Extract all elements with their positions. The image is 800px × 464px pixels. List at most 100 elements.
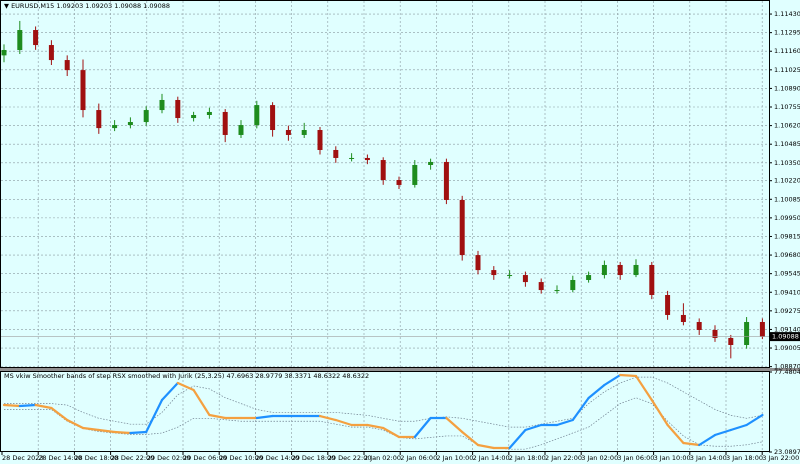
price-tag-label: 1.09088 [772, 333, 799, 341]
candle-body [317, 130, 323, 150]
y-tick-label: 1.10085 [774, 195, 800, 203]
candle-body [80, 70, 86, 111]
indicator-line-segment [571, 396, 590, 422]
indicator-line-segment [97, 428, 116, 434]
x-tick-label: 3 Jan 02:00 [581, 454, 618, 462]
indicator-line-segment [666, 423, 685, 445]
indicator-line-segment [587, 383, 606, 400]
y-tick-label: 1.09950 [774, 214, 800, 222]
x-tick-label: 2 Jan 06:00 [400, 454, 437, 462]
x-tick-label: 28 Dec 2023 [2, 454, 44, 462]
indicator-line-segment [698, 433, 717, 447]
y-tick-label: 1.11160 [774, 47, 800, 55]
indicator-line-segment [255, 414, 274, 420]
indicator-panel-border [0, 371, 770, 452]
symbol-header: ▼ EURUSD,M15 1.09203 1.09203 1.09088 1.0… [4, 2, 170, 10]
x-tick-label: 2 Jan 18:00 [509, 454, 546, 462]
indicator-line-segment [129, 430, 148, 435]
candle-body [254, 105, 260, 126]
candle-body [270, 105, 276, 131]
candle-body [412, 164, 418, 185]
candle-body [617, 264, 623, 276]
y-tick-label: 1.10350 [774, 159, 800, 167]
y-tick-label: 1.11025 [774, 66, 800, 74]
candle-body [443, 161, 449, 200]
x-tick-label: 3 Jan 06:00 [617, 454, 654, 462]
x-tick-label: 29 Dec 02:00 [147, 454, 191, 462]
indicator-line-segment [145, 398, 164, 434]
candle-body [159, 99, 165, 111]
candle-body [728, 337, 734, 345]
candle-body [665, 295, 671, 315]
candle-body [586, 275, 592, 280]
candle-body [396, 180, 402, 185]
x-tick-label: 29 Dec 14:00 [255, 454, 299, 462]
main-panel-border [0, 0, 770, 368]
candle-body [206, 111, 212, 115]
indicator-line-segment [524, 423, 543, 432]
candle-body [649, 264, 655, 296]
y-tick-label: 1.11430 [774, 10, 800, 18]
y-tick-label: 1.09680 [774, 251, 800, 259]
candle-body [522, 275, 528, 283]
candle-body [96, 110, 102, 129]
indicator-line-segment [508, 428, 527, 450]
candle-body [285, 130, 291, 135]
indicator-title: MS vkiw Smoother bands of step RSX smoot… [4, 372, 369, 380]
candle-body [48, 45, 54, 61]
y-tick-label: 1.08870 [774, 363, 800, 371]
candle-body [64, 60, 70, 71]
indicator-line-segment [81, 426, 100, 432]
indicator-line-segment [366, 423, 385, 430]
y-tick-label: 1.09815 [774, 232, 800, 240]
x-tick-label: 2 Jan 10:00 [436, 454, 473, 462]
x-tick-label: 3 Jan 10:00 [654, 454, 691, 462]
x-tick-label: 2 Jan 02:00 [364, 454, 401, 462]
candle-body [507, 275, 513, 277]
indicator-line-segment [176, 381, 195, 392]
candle-body [1, 49, 7, 56]
candle-body [364, 157, 370, 161]
indicator-line-segment [208, 413, 227, 420]
candle-body [33, 30, 39, 46]
candle-body [554, 290, 560, 292]
indicator-line-segment [382, 426, 401, 439]
x-tick-label: 29 Dec 22:00 [328, 454, 372, 462]
candle-body [301, 130, 307, 135]
panel-separator [0, 368, 800, 371]
y-tick-label: 1.09545 [774, 270, 800, 278]
candle-body [333, 149, 339, 158]
candle-body [744, 322, 750, 345]
y-tick-label: 1.09410 [774, 288, 800, 296]
y-tick-label: 1.10620 [774, 122, 800, 130]
indicator-line-segment [461, 430, 480, 447]
indicator-line-segment [66, 418, 85, 430]
x-tick-label: 3 Jan 18:00 [726, 454, 763, 462]
x-tick-label: 3 Jan 14:00 [690, 454, 727, 462]
x-tick-label: 29 Dec 10:00 [219, 454, 263, 462]
candle-body [696, 322, 702, 330]
candle-body [428, 161, 434, 165]
indicator-line-segment [682, 441, 701, 447]
y-tick-label: 1.10485 [774, 140, 800, 148]
indicator-line-segment [113, 430, 132, 435]
indicator-line-segment [334, 418, 353, 427]
x-tick-label: 28 Dec 22:00 [111, 454, 155, 462]
y-tick-label: 1.09275 [774, 307, 800, 315]
candle-body [712, 329, 718, 338]
candle-body [143, 110, 149, 123]
indicator-line-segment [160, 381, 179, 402]
indicator-line-segment [634, 374, 653, 402]
y-tick-label: 1.10755 [774, 103, 800, 111]
indicator-line-segment [619, 373, 638, 378]
candle-body [127, 122, 133, 126]
x-tick-label: 28 Dec 14:00 [38, 454, 82, 462]
x-tick-label: 3 Jan 22:00 [762, 454, 799, 462]
candle-body [475, 255, 481, 271]
indicator-line-segment [445, 416, 464, 434]
indicator-line-segment [192, 388, 211, 417]
indicator-line-segment [555, 418, 574, 427]
y-tick-label: 1.10890 [774, 84, 800, 92]
indicator-band [4, 397, 763, 450]
indicator-line-segment [50, 406, 69, 422]
